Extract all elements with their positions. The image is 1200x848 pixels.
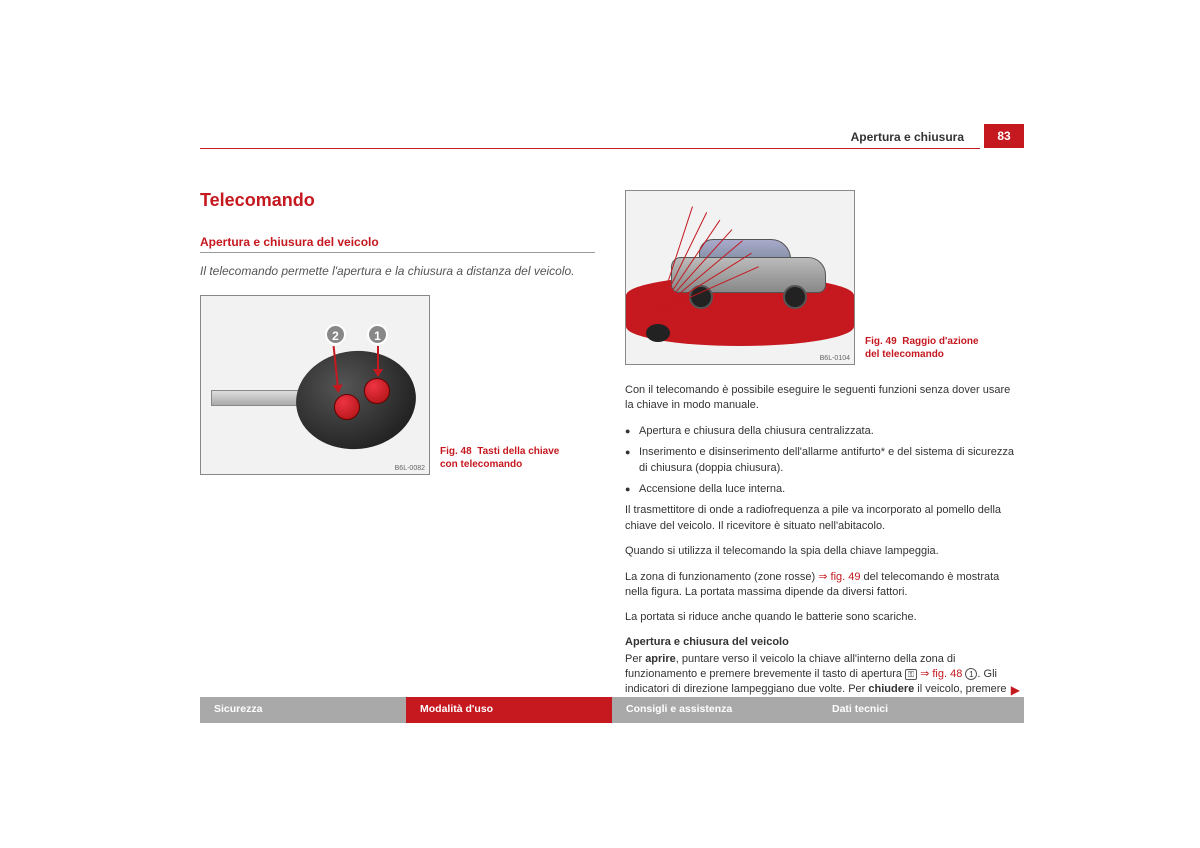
figure-49-label: Fig. 49 — [865, 336, 897, 347]
right-column: B6L-0104 Fig. 49 Raggio d'azione del tel… — [625, 190, 1020, 708]
car-illustration — [671, 239, 826, 301]
tab-sicurezza[interactable]: Sicurezza — [200, 697, 406, 723]
figure-49-code: B6L-0104 — [820, 355, 850, 362]
figure-48-label: Fig. 48 — [440, 446, 472, 457]
footer-tabs: Sicurezza Modalità d'uso Consigli e assi… — [200, 697, 1024, 723]
open-bold: aprire — [645, 653, 676, 665]
paragraph-blink: Quando si utilizza il telecomando la spi… — [625, 544, 1020, 559]
paragraph-transmitter: Il trasmettitore di onde a radiofrequenz… — [625, 503, 1020, 534]
wheel-rear — [783, 285, 807, 309]
section-heading: Apertura e chiusura del veicolo — [200, 235, 595, 253]
tab-dati[interactable]: Dati tecnici — [818, 697, 1024, 723]
figure-49-image: B6L-0104 — [625, 190, 855, 365]
key-shaft — [211, 390, 306, 406]
section-title: Apertura e chiusura — [851, 130, 964, 144]
callout-1: 1 — [367, 324, 388, 345]
bullet-2: Inserimento e disinserimento dell'allarm… — [625, 445, 1020, 476]
chapter-heading: Telecomando — [200, 190, 595, 211]
paragraph-intro: Con il telecomando è possibile eseguire … — [625, 383, 1020, 414]
subheading-openclose: Apertura e chiusura del veicolo — [625, 636, 1020, 648]
figure-48-caption: Fig. 48 Tasti della chiave con telecoman… — [440, 445, 560, 475]
key-button-1 — [364, 378, 390, 404]
paragraph-open: Per aprire, puntare verso il veicolo la … — [625, 652, 1020, 698]
paragraph-zone: La zona di funzionamento (zone rosse) ⇒ … — [625, 570, 1020, 601]
circled-1: 1 — [965, 668, 977, 680]
figure-48-image: 1 2 B6L-0082 — [200, 295, 430, 475]
bullet-3: Accensione della luce interna. — [625, 482, 1020, 497]
left-column: Telecomando Apertura e chiusura del veic… — [200, 190, 595, 708]
zone-text-a: La zona di funzionamento (zone rosse) — [625, 571, 818, 583]
bullet-1: Apertura e chiusura della chiusura centr… — [625, 424, 1020, 439]
figure-48: 1 2 B6L-0082 Fig. 48 Tasti della chiave … — [200, 295, 595, 475]
keyfob-icon — [646, 324, 670, 342]
figref-48: ⇒ fig. 48 — [917, 668, 965, 680]
figref-49: ⇒ fig. 49 — [818, 571, 860, 583]
open-a: Per — [625, 653, 645, 665]
close-bold: chiudere — [868, 683, 914, 695]
paragraph-battery: La portata si riduce anche quando le bat… — [625, 610, 1020, 625]
callout-arrow-1 — [377, 346, 379, 376]
page-number: 83 — [984, 124, 1024, 148]
open-d: il veicolo, premere — [914, 683, 1006, 695]
unlock-icon: ⚿ — [905, 669, 917, 680]
figure-48-code: B6L-0082 — [395, 465, 425, 472]
tab-consigli[interactable]: Consigli e assistenza — [612, 697, 818, 723]
figure-49: B6L-0104 Fig. 49 Raggio d'azione del tel… — [625, 190, 1020, 365]
callout-2: 2 — [325, 324, 346, 345]
wheel-front — [689, 285, 713, 309]
key-button-2 — [334, 394, 360, 420]
content-columns: Telecomando Apertura e chiusura del veic… — [200, 190, 1020, 708]
intro-text: Il telecomando permette l'apertura e la … — [200, 263, 595, 279]
tab-modalita[interactable]: Modalità d'uso — [406, 697, 612, 723]
header-rule — [200, 148, 980, 149]
figure-49-caption: Fig. 49 Raggio d'azione del telecomando — [865, 335, 985, 365]
